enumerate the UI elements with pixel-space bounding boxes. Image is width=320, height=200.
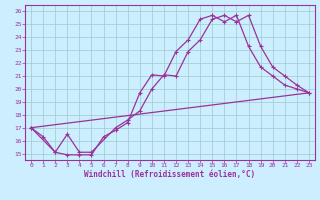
X-axis label: Windchill (Refroidissement éolien,°C): Windchill (Refroidissement éolien,°C) — [84, 170, 256, 179]
